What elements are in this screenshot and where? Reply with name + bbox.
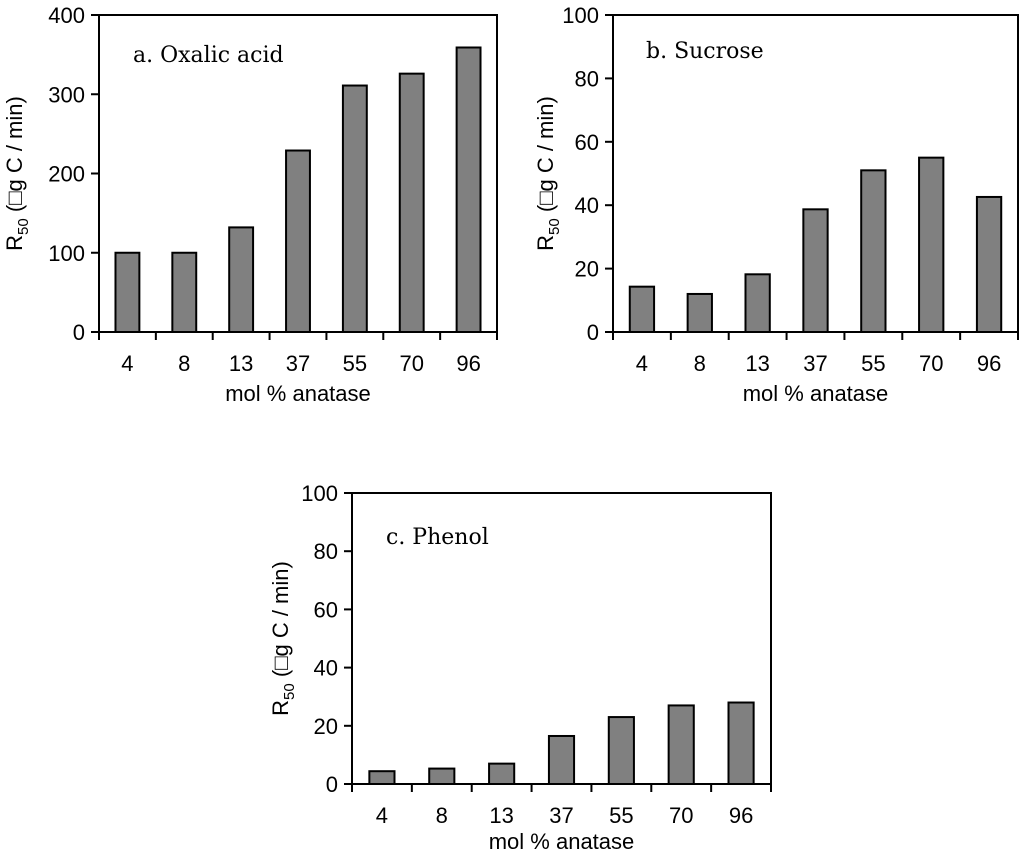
- y-label-subscript: 50: [15, 218, 32, 235]
- y-tick-label: 300: [48, 82, 85, 107]
- bar-96: [975, 195, 1003, 333]
- panel-title: a. Oxalic acid: [133, 43, 284, 68]
- bar-4: [628, 285, 656, 334]
- chart-panel-2: 0 20 40 60 80 100 4 8 13 37 55 70 96 mol % anatase R50…: [533, 3, 1019, 406]
- bar-13: [488, 762, 516, 786]
- x-tick-label: 37: [549, 803, 573, 828]
- bar-13: [228, 226, 255, 333]
- x-tick-label: 55: [609, 803, 633, 828]
- x-axis-label: mol % anatase: [743, 381, 889, 406]
- y-label-subscript: 50: [281, 683, 298, 700]
- y-tick-label: 100: [48, 241, 85, 266]
- y-tick-label: 40: [314, 656, 338, 681]
- x-tick-label: 70: [919, 351, 943, 376]
- plot-frame: [351, 492, 772, 785]
- x-tick-label: 13: [745, 351, 769, 376]
- y-tick-label: 200: [48, 162, 85, 187]
- bar-37: [802, 208, 829, 333]
- y-label-unit: (□g C / min): [268, 561, 293, 683]
- y-tick-label: 0: [326, 772, 338, 797]
- x-tick-label: 13: [229, 351, 253, 376]
- y-label-main: R: [268, 700, 293, 716]
- y-label-subscript: 50: [546, 218, 563, 235]
- y-tick-label: 80: [575, 66, 599, 91]
- y-label-unit: (□g C / min): [2, 96, 27, 218]
- x-tick-label: 96: [456, 351, 480, 376]
- bar-13: [744, 273, 771, 333]
- x-tick-label: 70: [669, 803, 693, 828]
- x-tick-label: 70: [399, 351, 423, 376]
- bar-8: [171, 251, 198, 333]
- x-axis-label: mol % anatase: [489, 829, 635, 854]
- y-tick-label: 0: [73, 320, 85, 345]
- y-tick-label: 100: [562, 3, 599, 28]
- bar-55: [607, 716, 635, 786]
- y-label-unit: (□g C / min): [533, 96, 558, 218]
- x-tick-label: 96: [729, 803, 753, 828]
- bar-37: [547, 734, 576, 785]
- x-tick-label: 4: [636, 351, 648, 376]
- x-tick-label: 96: [977, 351, 1001, 376]
- bar-70: [918, 156, 945, 333]
- x-tick-label: 8: [694, 351, 706, 376]
- bar-4: [114, 251, 141, 333]
- x-tick-label: 55: [343, 351, 367, 376]
- y-tick-label: 40: [575, 193, 599, 218]
- x-tick-label: 8: [178, 351, 190, 376]
- chart-panel-1: 0 100 200 300 400 4 8 13 37 55 70 96 mol % anatase R5…: [2, 3, 498, 406]
- bar-8: [686, 292, 713, 333]
- y-tick-label: 20: [314, 714, 338, 739]
- y-axis-label: R50 (□g C / min): [533, 96, 563, 251]
- x-tick-label: 55: [861, 351, 885, 376]
- y-tick-label: 60: [575, 130, 599, 155]
- y-tick-label: 400: [48, 3, 85, 28]
- x-tick-label: 37: [286, 351, 310, 376]
- panel-title: c. Phenol: [386, 525, 489, 550]
- y-label-main: R: [2, 235, 27, 251]
- bar-70: [667, 704, 695, 785]
- y-tick-label: 0: [587, 320, 599, 345]
- y-tick-label: 80: [314, 539, 338, 564]
- bar-96: [455, 46, 482, 334]
- y-axis-label: R50 (□g C / min): [268, 561, 298, 716]
- y-axis-label: R50 (□g C / min): [2, 96, 32, 251]
- plot-frame: [612, 14, 1019, 333]
- y-tick-label: 100: [301, 481, 338, 506]
- bar-8: [428, 767, 456, 786]
- x-tick-label: 8: [436, 803, 448, 828]
- bar-96: [727, 701, 755, 786]
- x-tick-label: 4: [376, 803, 388, 828]
- y-tick-label: 60: [314, 597, 338, 622]
- y-tick-label: 20: [575, 257, 599, 282]
- x-axis-label: mol % anatase: [225, 381, 371, 406]
- bar-55: [341, 84, 368, 333]
- x-tick-label: 37: [803, 351, 827, 376]
- bar-4: [368, 770, 396, 785]
- x-tick-label: 4: [121, 351, 133, 376]
- panel-title: b. Sucrose: [646, 39, 764, 64]
- y-label-main: R: [533, 235, 558, 251]
- x-tick-label: 13: [489, 803, 513, 828]
- bar-55: [860, 169, 887, 333]
- chart-panel-3: 0 20 40 60 80 100 4 8 13 37 55 70 96 mol % anatase R50…: [268, 481, 772, 854]
- bar-37: [285, 149, 311, 333]
- bar-70: [398, 72, 425, 334]
